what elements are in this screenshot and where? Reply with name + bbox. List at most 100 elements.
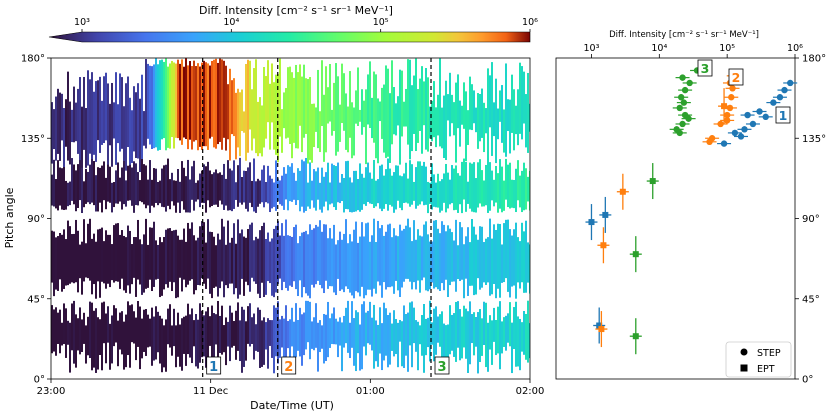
step-point [776, 94, 784, 101]
heatmap-cell [471, 218, 473, 286]
heatmap-cell [293, 77, 295, 143]
heatmap-cell [329, 64, 331, 122]
right-x-tick-label: 10⁵ [719, 43, 735, 54]
heatmap-cell [355, 170, 357, 212]
heatmap-cell [289, 166, 291, 202]
heatmap-cell [307, 234, 309, 296]
heatmap-cell [61, 322, 63, 346]
heatmap-cell [457, 173, 459, 213]
heatmap-cell [409, 59, 411, 160]
heatmap-cell [391, 323, 393, 351]
heatmap-cell [219, 58, 221, 142]
heatmap-cell [55, 237, 57, 290]
heatmap-cell [143, 164, 145, 205]
heatmap-cell [293, 321, 295, 364]
heatmap-cell [109, 166, 111, 203]
heatmap-cell [113, 305, 115, 347]
heatmap-cell [67, 182, 69, 207]
heatmap-cell [85, 243, 87, 278]
heatmap-cell [305, 157, 307, 211]
heatmap-cell [493, 307, 495, 342]
heatmap-cell [65, 99, 67, 147]
heatmap-cell [437, 173, 439, 208]
heatmap-cell [373, 304, 375, 369]
heatmap-cell [219, 172, 221, 201]
heatmap-cell [473, 162, 475, 213]
heatmap-cell [501, 244, 503, 283]
heatmap-cell [459, 175, 461, 205]
heatmap-cell [87, 70, 89, 166]
heatmap-cell [93, 233, 95, 285]
heatmap-cell [485, 164, 487, 206]
heatmap-cell [251, 222, 253, 278]
heatmap-cell [55, 179, 57, 209]
heatmap-cell [125, 314, 127, 368]
heatmap-cell [209, 231, 211, 294]
heatmap-cell [183, 316, 185, 354]
heatmap-cell [95, 81, 97, 162]
heatmap-cell [233, 160, 235, 209]
heatmap-cell [223, 226, 225, 298]
heatmap-cell [57, 160, 59, 211]
heatmap-cell [57, 236, 59, 291]
heatmap-cell [361, 222, 363, 287]
right-y-tick-label: 45° [802, 294, 820, 305]
heatmap-cell [125, 237, 127, 293]
heatmap-cell [377, 179, 379, 204]
heatmap-cell [231, 80, 233, 135]
heatmap-cell [313, 169, 315, 208]
heatmap-cell [489, 162, 491, 211]
heatmap-cell [245, 237, 247, 282]
heatmap-cell [399, 224, 401, 298]
step-point [756, 108, 763, 115]
heatmap-cell [327, 238, 329, 289]
heatmap-cell [173, 230, 175, 283]
heatmap-cell [183, 228, 185, 280]
heatmap-cell [515, 301, 517, 367]
heatmap-cell [303, 231, 305, 288]
heatmap-cell [311, 321, 313, 349]
heatmap-cell [229, 168, 231, 211]
heatmap-cell [423, 81, 425, 126]
heatmap-cell [315, 107, 317, 132]
heatmap-cell [293, 227, 295, 282]
heatmap-cell [437, 94, 439, 136]
heatmap-cell [163, 61, 165, 139]
heatmap-cell [249, 224, 251, 292]
heatmap-cell [153, 64, 155, 149]
heatmap-cell [515, 168, 517, 213]
heatmap-cell [237, 165, 239, 207]
heatmap-cell [253, 313, 255, 360]
heatmap-cell [101, 227, 103, 282]
heatmap-cell [189, 228, 191, 281]
heatmap-cell [201, 221, 203, 279]
heatmap-cell [223, 325, 225, 353]
heatmap-cell [131, 167, 133, 206]
heatmap-cell [329, 182, 331, 205]
heatmap-cell [313, 317, 315, 351]
heatmap-cell [465, 236, 467, 279]
heatmap-cell [461, 316, 463, 359]
heatmap-cell [93, 91, 95, 155]
heatmap-cell [369, 61, 371, 129]
series-label-text: 1 [779, 108, 788, 123]
heatmap-cell [235, 310, 237, 360]
heatmap-cell [209, 65, 211, 139]
heatmap-cell [493, 224, 495, 284]
heatmap-cell [337, 240, 339, 279]
heatmap-cell [365, 167, 367, 206]
heatmap-cell [475, 234, 477, 295]
heatmap-cell [515, 222, 517, 299]
heatmap-cell [135, 92, 137, 158]
heatmap-cell [481, 170, 483, 207]
heatmap-cell [145, 309, 147, 356]
heatmap-cell [105, 72, 107, 141]
heatmap-cell [91, 72, 93, 162]
heatmap-cell [187, 222, 189, 285]
heatmap-cell [287, 235, 289, 291]
heatmap-cell [237, 302, 239, 351]
heatmap-cell [397, 236, 399, 291]
heatmap-cell [507, 164, 509, 208]
heatmap-cell [415, 320, 417, 352]
heatmap-cell [465, 161, 467, 212]
